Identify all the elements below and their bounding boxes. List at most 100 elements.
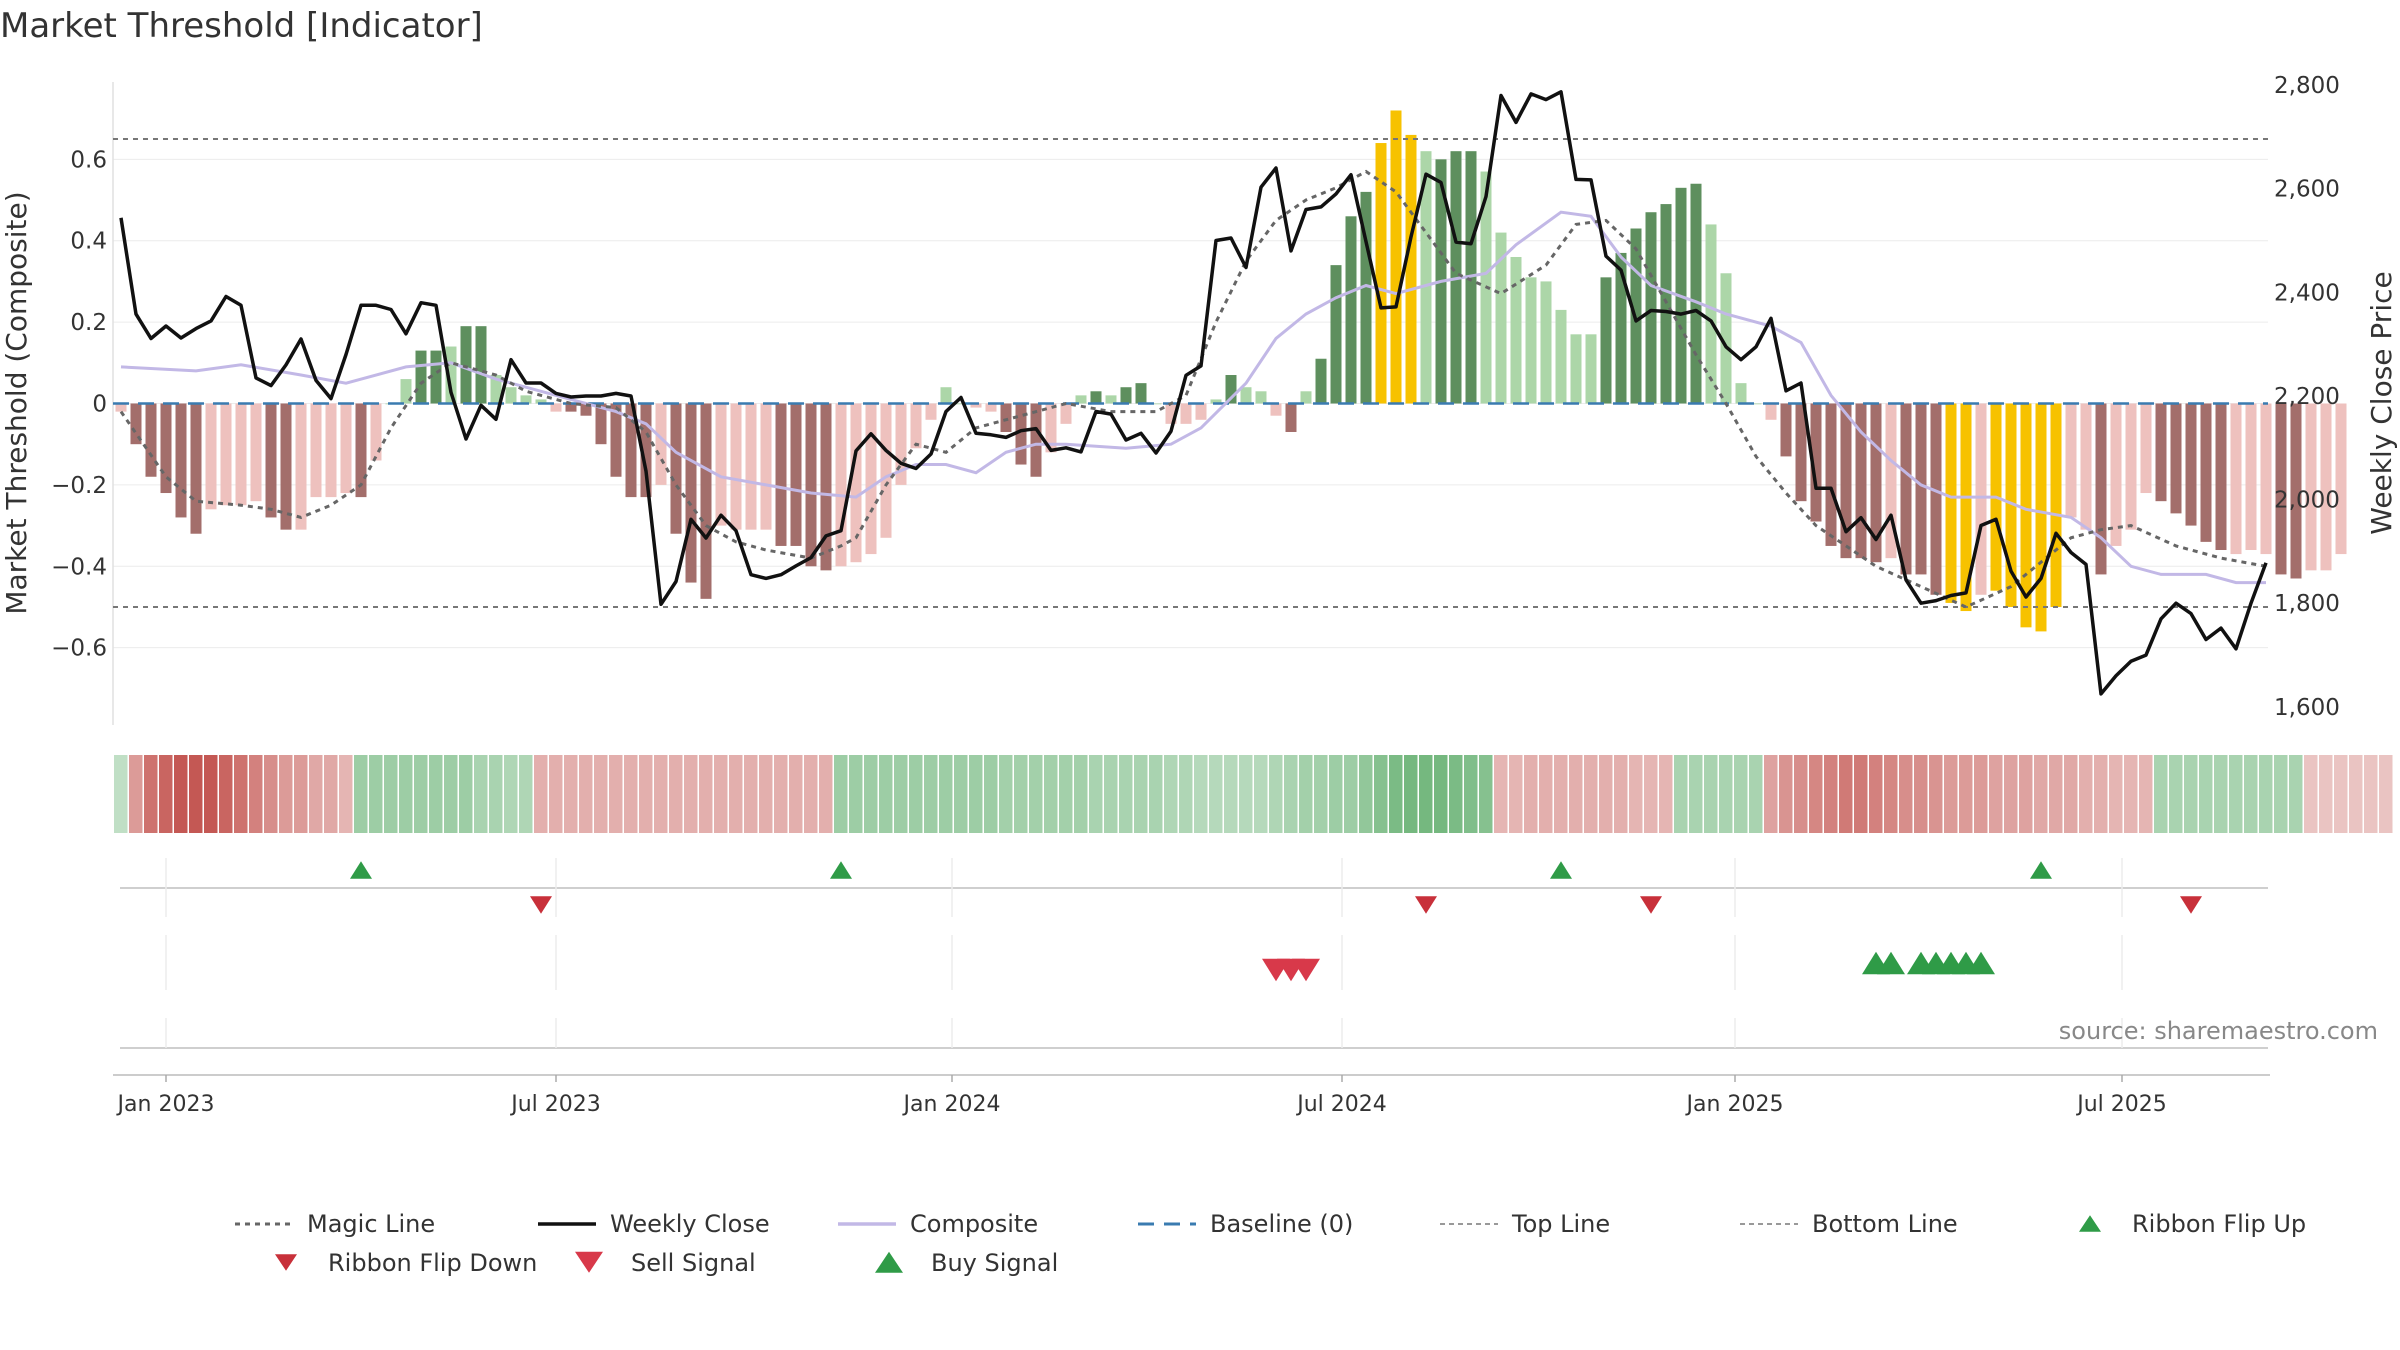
signal-gridlines bbox=[113, 858, 2270, 1076]
histogram-bar bbox=[925, 403, 937, 420]
ribbon-cell bbox=[234, 755, 248, 833]
histogram-bar bbox=[655, 403, 667, 485]
y2-tick-label: 2,800 bbox=[2274, 73, 2340, 99]
histogram-bar bbox=[1585, 334, 1597, 404]
histogram-bar bbox=[2065, 403, 2077, 518]
histogram-bar bbox=[1390, 110, 1402, 404]
ribbon-cell bbox=[369, 755, 383, 833]
ribbon-cell bbox=[2094, 755, 2108, 833]
ribbon-cell bbox=[1674, 755, 1688, 833]
chart-title: Market Threshold [Indicator] bbox=[0, 6, 483, 46]
right-y-axis: 2,800 2,600 2,400 2,200 2,000 1,800 1,600 bbox=[2274, 73, 2340, 721]
magic-line bbox=[119, 169, 2267, 609]
legend-label: Composite bbox=[910, 1210, 1038, 1238]
ribbon-flip-down-marker bbox=[530, 896, 552, 914]
ribbon-cell bbox=[1314, 755, 1328, 833]
ribbon-cell bbox=[2334, 755, 2348, 833]
y-axis-label: Market Threshold (Composite) bbox=[0, 191, 33, 614]
histogram-bar bbox=[805, 403, 817, 567]
histogram-bar bbox=[505, 387, 517, 404]
histogram-bar bbox=[1510, 256, 1522, 404]
ribbon-cell bbox=[204, 755, 218, 833]
ribbon-cell bbox=[2214, 755, 2228, 833]
ribbon-cell bbox=[1059, 755, 1073, 833]
ribbon-cell bbox=[249, 755, 263, 833]
main-plot: 0.60.40.20−0.2−0.4−0.6 2,8002,6002,4002,… bbox=[0, 73, 2398, 725]
histogram-bar bbox=[1195, 403, 1207, 420]
ribbon-cell bbox=[984, 755, 998, 833]
histogram-bar bbox=[1120, 387, 1132, 404]
histogram-bar bbox=[1420, 151, 1432, 404]
histogram-bar bbox=[1090, 391, 1102, 404]
histogram-bar bbox=[1270, 403, 1282, 416]
histogram-bar bbox=[2335, 403, 2347, 555]
histogram-bar bbox=[130, 403, 142, 445]
histogram-bar bbox=[790, 403, 802, 546]
ribbon-cell bbox=[2304, 755, 2318, 833]
histogram-bar bbox=[295, 403, 307, 530]
ribbon-cell bbox=[1494, 755, 1508, 833]
ribbon-cell bbox=[279, 755, 293, 833]
y2-tick-label: 2,600 bbox=[2274, 177, 2340, 203]
ribbon-cell bbox=[1104, 755, 1118, 833]
histogram-bar bbox=[2320, 403, 2332, 571]
ribbon-flip-down-marker bbox=[2180, 896, 2202, 914]
histogram-bar bbox=[1165, 403, 1177, 424]
histogram-bar bbox=[1735, 383, 1747, 404]
ribbon-cell bbox=[2379, 755, 2393, 833]
ribbon-flip-up-marker bbox=[830, 861, 852, 879]
y2-axis-label: Weekly Close Price bbox=[2365, 271, 2398, 534]
y-tick-label: −0.4 bbox=[51, 554, 107, 580]
histogram-bar bbox=[670, 403, 682, 534]
histogram-bar bbox=[1900, 403, 1912, 575]
histogram-bar bbox=[760, 403, 772, 530]
histogram-bar bbox=[235, 403, 247, 506]
ribbon-cell bbox=[1479, 755, 1493, 833]
histogram-bar bbox=[340, 403, 352, 494]
histogram-bar bbox=[1795, 403, 1807, 502]
legend-label: Magic Line bbox=[307, 1210, 435, 1238]
ribbon-flip-down-marker bbox=[1640, 896, 1662, 914]
ribbon-cell bbox=[2184, 755, 2198, 833]
ribbon-cell bbox=[1989, 755, 2003, 833]
source-credit: source: sharemaestro.com bbox=[2059, 1017, 2378, 1045]
histogram-bar bbox=[2185, 403, 2197, 526]
ribbon-cell bbox=[384, 755, 398, 833]
histogram-bar bbox=[730, 403, 742, 530]
histogram-bar bbox=[475, 326, 487, 404]
ribbon-cell bbox=[1434, 755, 1448, 833]
histogram-bar bbox=[205, 403, 217, 510]
legend-label: Weekly Close bbox=[610, 1210, 770, 1238]
x-tick-label: Jul 2024 bbox=[1295, 1092, 1387, 1117]
ribbon-cell bbox=[2244, 755, 2258, 833]
histogram-bar bbox=[1360, 191, 1372, 404]
histogram-bar bbox=[1825, 403, 1837, 546]
ribbon-cell bbox=[2349, 755, 2363, 833]
histogram-bar bbox=[1570, 334, 1582, 404]
histogram-bar bbox=[2035, 403, 2047, 632]
histogram-bar bbox=[1720, 273, 1732, 404]
ribbon-cell bbox=[1794, 755, 1808, 833]
ribbon-cell bbox=[1449, 755, 1463, 833]
ribbon-cell bbox=[1284, 755, 1298, 833]
ribbon-cell bbox=[1239, 755, 1253, 833]
ribbon-strip bbox=[114, 755, 2393, 833]
ribbon-cell bbox=[1269, 755, 1283, 833]
histogram-bar bbox=[190, 403, 202, 534]
y-tick-label: 0.2 bbox=[70, 310, 107, 336]
histogram-bar bbox=[2005, 403, 2017, 607]
ribbon-cell bbox=[1209, 755, 1223, 833]
ribbon-cell bbox=[1614, 755, 1628, 833]
histogram-bar bbox=[1000, 403, 1012, 432]
ribbon-cell bbox=[699, 755, 713, 833]
histogram-bar bbox=[1180, 403, 1192, 424]
legend-item: Ribbon Flip Up bbox=[2079, 1210, 2306, 1238]
ribbon-cell bbox=[1014, 755, 1028, 833]
histogram-bar bbox=[1045, 403, 1057, 453]
histogram-bar bbox=[1060, 403, 1072, 424]
histogram-bar bbox=[2170, 403, 2182, 514]
histogram-bar bbox=[820, 403, 832, 571]
y-tick-label: 0 bbox=[92, 392, 107, 418]
ribbon-cell bbox=[594, 755, 608, 833]
ribbon-cell bbox=[2274, 755, 2288, 833]
